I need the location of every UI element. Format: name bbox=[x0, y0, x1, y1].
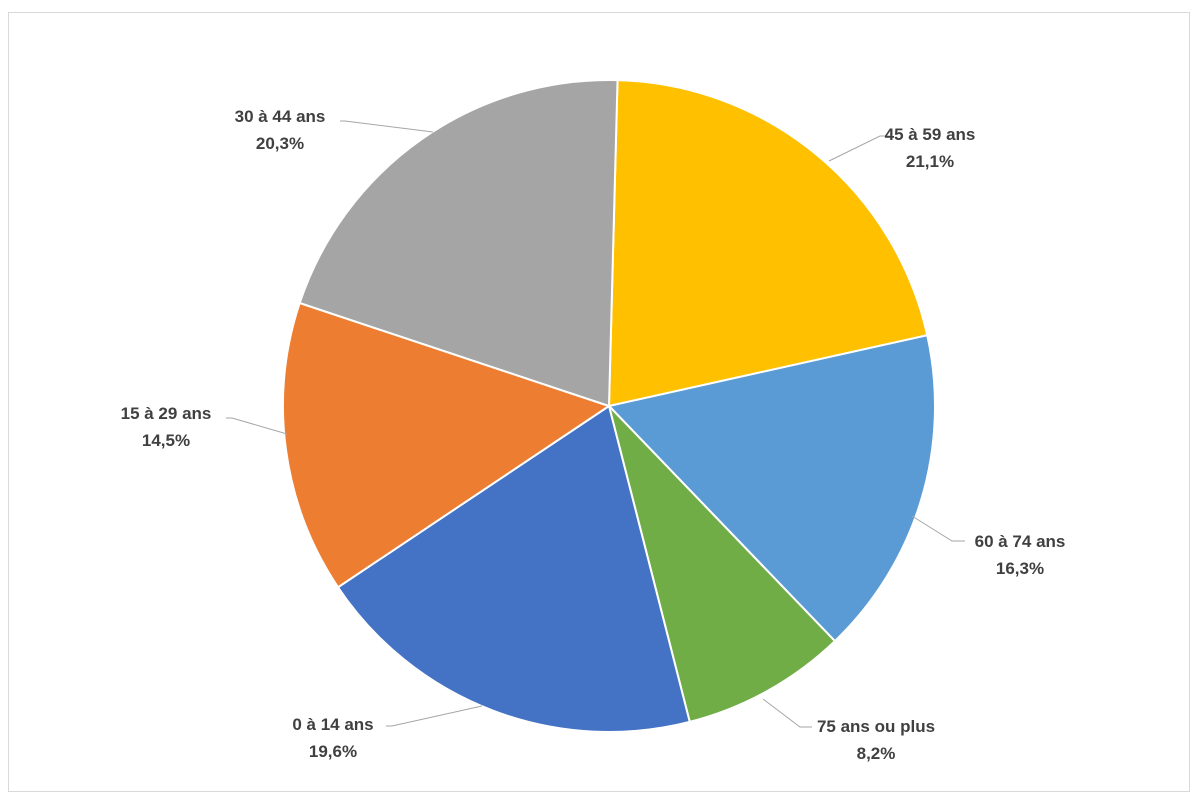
slice-value-label-2: 16,3% bbox=[996, 559, 1044, 578]
slice-label-3: 75 ans ou plus bbox=[817, 717, 935, 736]
leader-line-1 bbox=[828, 135, 890, 162]
pie-slice-6 bbox=[298, 79, 619, 407]
leader-lines bbox=[226, 120, 965, 728]
slice-value-label-1: 21,1% bbox=[906, 152, 954, 171]
leader-line-6 bbox=[340, 120, 434, 133]
leader-line-3 bbox=[762, 698, 812, 728]
slice-value-label-6: 20,3% bbox=[256, 134, 304, 153]
pie-slice-3 bbox=[608, 405, 836, 723]
pie-slices bbox=[282, 79, 936, 733]
slice-value-label-5: 14,5% bbox=[142, 431, 190, 450]
slice-label-2: 60 à 74 ans bbox=[975, 532, 1066, 551]
slice-value-label-3: 8,2% bbox=[857, 744, 896, 763]
leader-line-2 bbox=[911, 515, 965, 542]
data-labels: 45 à 59 ans 21,1% 60 à 74 ans 16,3% 75 ans o… bbox=[121, 107, 1066, 763]
slice-value-label-4: 19,6% bbox=[309, 742, 357, 761]
leader-line-4 bbox=[386, 705, 483, 727]
slice-label-6: 30 à 44 ans bbox=[235, 107, 326, 126]
slice-label-1: 45 à 59 ans bbox=[885, 125, 976, 144]
pie-slice-4 bbox=[337, 405, 691, 733]
pie-slice-1 bbox=[608, 79, 929, 407]
slice-label-4: 0 à 14 ans bbox=[292, 715, 373, 734]
leader-line-5 bbox=[226, 417, 288, 435]
slice-label-5: 15 à 29 ans bbox=[121, 404, 212, 423]
pie-slice-5 bbox=[282, 301, 610, 589]
pie-slice-2 bbox=[608, 334, 936, 643]
